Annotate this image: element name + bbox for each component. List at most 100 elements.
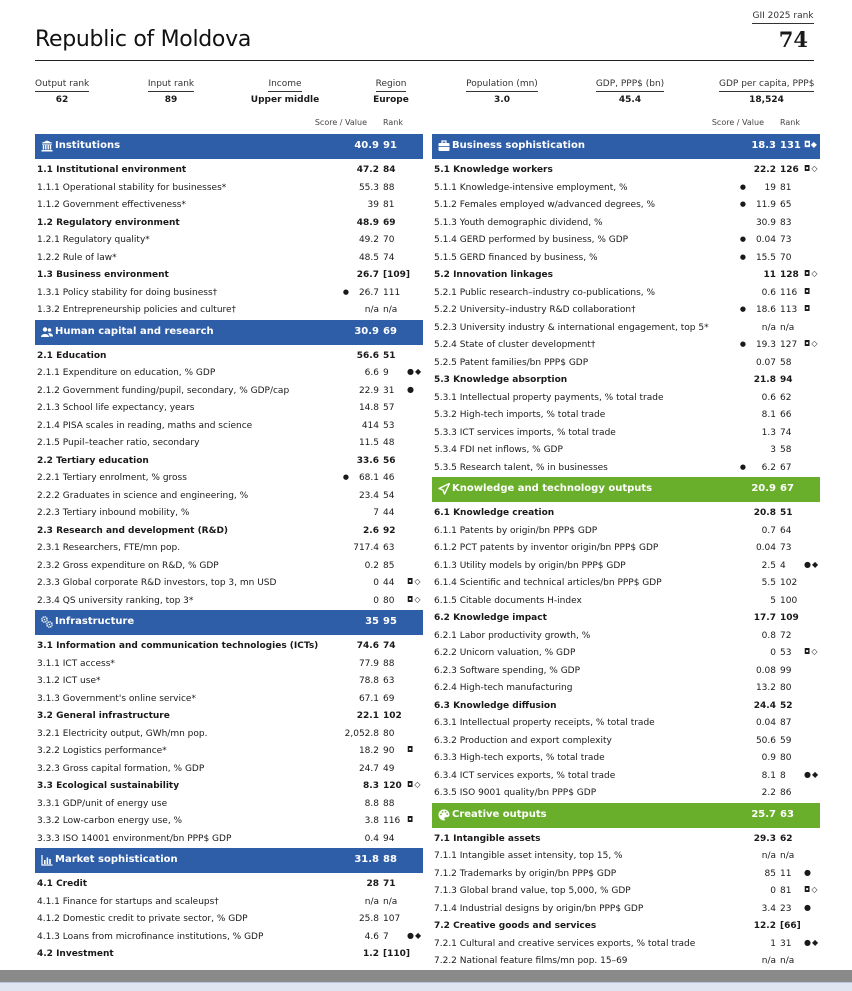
indicator-rank: 71 bbox=[383, 879, 396, 889]
indicator-row: 7.1.3 Global brand value, top 5,000, % G… bbox=[432, 883, 820, 901]
indicator-label: 2.1.4 PISA scales in reading, maths and … bbox=[37, 420, 253, 431]
indicator-score: n/a bbox=[761, 851, 776, 861]
indicator-rank: 63 bbox=[383, 543, 395, 553]
sub-pillar-row: 6.3 Knowledge diffusion 24.4 52 bbox=[432, 698, 820, 716]
indicator-row: 6.1.2 PCT patents by inventor origin/bn … bbox=[432, 540, 820, 558]
people-icon bbox=[41, 326, 53, 338]
indicator-rank: 74 bbox=[383, 641, 396, 651]
indicator-label: 6.3.4 ICT services exports, % total trad… bbox=[434, 770, 616, 781]
indicator-score: 7 bbox=[373, 508, 379, 518]
pillar-rank: 69 bbox=[383, 325, 397, 337]
indicator-label: 3.2.2 Logistics performance* bbox=[37, 746, 167, 756]
indicator-row: 2.3.3 Global corporate R&D investors, to… bbox=[35, 575, 423, 593]
viewer-scrollbar-track[interactable] bbox=[0, 970, 852, 982]
indicator-score: 0.9 bbox=[761, 753, 776, 763]
indicator-rank: 99 bbox=[780, 665, 792, 676]
pillar-label: Business sophistication bbox=[452, 140, 585, 151]
stat-value: Upper middle bbox=[250, 95, 320, 105]
indicator-row: 5.3.2 High-tech imports, % total trade 8.… bbox=[432, 407, 820, 425]
indicator-label: 6.3 Knowledge diffusion bbox=[434, 700, 557, 711]
indicator-score: 78.8 bbox=[358, 676, 379, 686]
indicator-label: 3.3.2 Low-carbon energy use, % bbox=[37, 816, 183, 826]
indicator-row: 2.1.5 Pupil–teacher ratio, secondary 11.5… bbox=[35, 435, 423, 453]
indicator-rank: 116 bbox=[383, 816, 401, 826]
indicator-label: 3.2 General infrastructure bbox=[37, 711, 170, 721]
gii-rank-value: 74 bbox=[778, 27, 808, 52]
bank-icon bbox=[41, 140, 53, 152]
indicator-row: 2.2.2 Graduates in science and engineeri… bbox=[35, 488, 423, 506]
indicator-row: 7.2.1 Cultural and creative services exp… bbox=[432, 936, 820, 954]
sub-pillar-row: 4.2 Investment 1.2 [110] bbox=[35, 946, 423, 964]
indicator-rank: 51 bbox=[780, 508, 793, 518]
indicator-rank: 86 bbox=[780, 788, 792, 798]
pillar-rank: 63 bbox=[780, 808, 794, 820]
indicator-score: 414 bbox=[361, 420, 379, 431]
indicator-row: 3.1.2 ICT use* 78.8 63 bbox=[35, 673, 423, 691]
indicator-label: 2.2 Tertiary education bbox=[37, 455, 149, 466]
indicator-score: 5 bbox=[770, 595, 776, 606]
indicator-score: 29.3 bbox=[753, 833, 776, 844]
indicator-label: 5.1.5 GERD financed by business, % bbox=[434, 252, 598, 263]
indicator-label: 7.1.4 Industrial designs by origin/bn PP… bbox=[434, 903, 644, 914]
indicator-rank: 7 bbox=[383, 931, 389, 942]
sub-pillar-row: 2.3 Research and development (R&D) 2.6 92 bbox=[35, 523, 423, 541]
indicator-row: 6.1.3 Utility models by origin/bn PPP$ G… bbox=[432, 558, 820, 576]
indicator-row: 5.3.1 Intellectual property payments, % … bbox=[432, 390, 820, 408]
pillar-label: Knowledge and technology outputs bbox=[452, 483, 653, 494]
pillar-rank: 67 bbox=[780, 483, 794, 494]
indicator-score: 24.4 bbox=[753, 700, 776, 711]
indicator-rank: 70 bbox=[383, 235, 395, 245]
indicator-row: 2.1.1 Expenditure on education, % GDP 6.6… bbox=[35, 365, 423, 383]
stat-label: GDP per capita, PPP$ bbox=[719, 79, 815, 92]
indicator-label: 6.1.1 Patents by origin/bn PPP$ GDP bbox=[434, 525, 598, 536]
stat-label: GDP, PPP$ (bn) bbox=[595, 79, 665, 92]
indicator-score: 4.6 bbox=[364, 931, 379, 942]
indicator-label: 2.1.5 Pupil–teacher ratio, secondary bbox=[37, 438, 200, 448]
outdated-data-dot-icon: ● bbox=[342, 287, 349, 296]
indicator-label: 6.1.5 Citable documents H-index bbox=[434, 595, 582, 606]
indicator-label: 1.3 Business environment bbox=[37, 270, 169, 280]
stat-gdp-per-capita: GDP per capita, PPP$ 18,524 bbox=[719, 71, 815, 105]
indicator-rank: 67 bbox=[780, 462, 792, 473]
stat-output-rank: Output rank 62 bbox=[35, 71, 90, 105]
indicator-rank: 57 bbox=[383, 403, 395, 413]
indicator-score: 3.8 bbox=[364, 816, 379, 826]
score-column-header: Score / Value bbox=[711, 118, 764, 127]
indicator-score: n/a bbox=[364, 305, 379, 315]
indicator-rank: 73 bbox=[780, 235, 792, 245]
pillar-rank: 131 bbox=[780, 140, 801, 151]
indicator-row: 4.1.3 Loans from microfinance institutio… bbox=[35, 929, 423, 947]
indicator-rank: 8 bbox=[780, 770, 786, 781]
indicator-rank: 59 bbox=[780, 735, 792, 746]
indicator-row: 7.1.4 Industrial designs by origin/bn PP… bbox=[432, 901, 820, 919]
rank-column-header: Rank bbox=[780, 118, 800, 127]
indicator-row: 6.1.1 Patents by origin/bn PPP$ GDP 0.7 64 bbox=[432, 523, 820, 541]
indicator-label: 6.3.5 ISO 9001 quality/bn PPP$ GDP bbox=[434, 788, 597, 798]
indicator-score: 0 bbox=[770, 648, 776, 658]
palette-icon bbox=[438, 809, 450, 821]
indicator-score: 22.2 bbox=[753, 165, 776, 175]
indicator-score: 14.8 bbox=[358, 403, 379, 413]
indicator-score: 1.3 bbox=[761, 427, 776, 438]
indicator-rank: 88 bbox=[383, 658, 395, 669]
indicator-row: 5.1.1 Knowledge-intensive employment, % ●… bbox=[432, 180, 820, 198]
indicator-score: 19.3 bbox=[755, 340, 776, 350]
outdated-data-dot-icon: ● bbox=[739, 305, 746, 313]
indicator-label: 2.3.4 QS university ranking, top 3* bbox=[37, 595, 194, 606]
indicator-rank: 51 bbox=[383, 350, 396, 361]
indicator-rank: n/a bbox=[780, 956, 795, 966]
indicator-rank: 62 bbox=[780, 833, 793, 844]
indicator-rank: 111 bbox=[383, 287, 401, 298]
indicator-row: 5.1.3 Youth demographic dividend, % 30.9 8… bbox=[432, 215, 820, 233]
indicator-rank: 80 bbox=[383, 595, 395, 606]
pillar-header-creative-outputs: Creative outputs 25.7 63 bbox=[432, 802, 820, 828]
indicator-score: 33.6 bbox=[356, 455, 379, 466]
indicator-label: 4.2 Investment bbox=[37, 949, 114, 959]
indicator-score: 8.8 bbox=[364, 798, 379, 809]
indicator-label: 4.1.2 Domestic credit to private sector,… bbox=[37, 914, 248, 924]
indicator-row: 5.2.4 State of cluster development† ● 19.3… bbox=[432, 337, 820, 355]
indicator-label: 5.3.3 ICT services imports, % total trad… bbox=[434, 427, 616, 438]
indicator-rank: 11 bbox=[780, 868, 792, 879]
pillar-rank: 88 bbox=[383, 854, 397, 865]
indicator-row: 3.1.1 ICT access* 77.9 88 bbox=[35, 656, 423, 674]
